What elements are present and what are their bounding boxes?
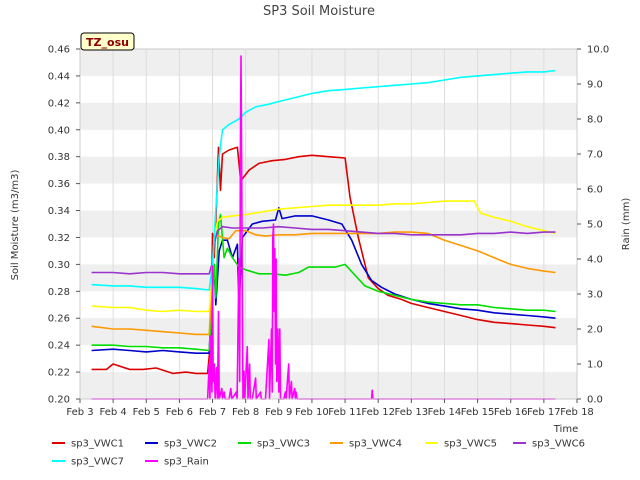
legend-item-sp3_VWC2: sp3_VWC2	[145, 439, 217, 450]
legend-label: sp3_VWC2	[164, 439, 217, 450]
legend-item-sp3_VWC4: sp3_VWC4	[330, 439, 402, 450]
legend-item-sp3_VWC7: sp3_VWC7	[52, 457, 124, 468]
site-badge: TZ_osu	[80, 32, 135, 51]
grid-band	[80, 102, 577, 130]
x-tick-label: Feb 9	[265, 407, 292, 418]
series-line-sp3_VWC5	[91, 200, 556, 313]
y-tick-label: 0.26	[48, 314, 70, 325]
legend: sp3_VWC1 sp3_VWC2 sp3_VWC3 sp3_VWC4 sp3_VWC5…	[52, 439, 585, 468]
y2-tick-label: 6.0	[587, 185, 603, 196]
legend-label: sp3_VWC6	[532, 439, 585, 450]
y-tick-label: 0.30	[48, 260, 70, 271]
legend-item-sp3_VWC6: sp3_VWC6	[513, 439, 585, 450]
x-tick-label: Feb 6	[166, 407, 193, 418]
y2-tick-label: 1.0	[587, 360, 603, 371]
legend-item-sp3_Rain: sp3_Rain	[145, 457, 209, 468]
x-tick-label: Feb 17	[527, 407, 561, 418]
y-tick-label: 0.38	[48, 152, 70, 163]
y2-tick-label: 0.0	[587, 395, 603, 406]
y-tick-label: 0.44	[48, 71, 70, 82]
x-tick-label: Feb 7	[199, 407, 226, 418]
y2-tick-label: 9.0	[587, 80, 603, 91]
legend-label: sp3_VWC4	[349, 439, 402, 450]
series-line-sp3_VWC3	[91, 213, 556, 352]
legend-label: sp3_VWC3	[257, 439, 310, 450]
legend-label: sp3_VWC7	[71, 457, 124, 468]
series-line-sp3_VWC2	[91, 207, 556, 354]
x-tick-label: Feb 11	[328, 407, 362, 418]
x-tick-label: Feb 4	[100, 407, 127, 418]
legend-label: sp3_Rain	[164, 457, 209, 468]
y-tick-label: 0.36	[48, 179, 70, 190]
x-tick-label: Feb 14	[428, 407, 462, 418]
legend-item-sp3_VWC1: sp3_VWC1	[52, 439, 124, 450]
x-axis-title: Time	[553, 424, 578, 435]
legend-item-sp3_VWC5: sp3_VWC5	[425, 439, 497, 450]
grid-band	[80, 156, 577, 184]
y2-axis-title: Rain (mm)	[621, 198, 632, 251]
y2-tick-label: 7.0	[587, 150, 603, 161]
x-tick-label: Feb 16	[494, 407, 528, 418]
y2-tick-label: 4.0	[587, 255, 603, 266]
x-tick-label: Feb 12	[361, 407, 395, 418]
grid-band	[80, 372, 577, 399]
series-line-sp3_VWC1	[91, 146, 556, 375]
series-line-sp3_VWC6	[91, 225, 556, 275]
y2-tick-label: 8.0	[587, 115, 603, 126]
y-tick-label: 0.22	[48, 368, 70, 379]
y-tick-label: 0.46	[48, 45, 70, 56]
legend-label: sp3_VWC5	[444, 439, 497, 450]
x-tick-label: Feb 10	[295, 407, 329, 418]
site-badge-label: TZ_osu	[86, 36, 129, 49]
grid-band	[80, 49, 577, 76]
y-tick-label: 0.32	[48, 233, 70, 244]
y-tick-label: 0.24	[48, 341, 70, 352]
legend-label: sp3_VWC1	[71, 439, 124, 450]
x-tick-label: Feb 13	[395, 407, 429, 418]
x-tick-label: Feb 18	[560, 407, 594, 418]
y-tick-label: 0.20	[48, 395, 70, 406]
series-line-sp3_VWC7	[91, 69, 556, 291]
y2-tick-label: 2.0	[587, 325, 603, 336]
series-line-sp3_VWC4	[91, 229, 556, 336]
y2-tick-label: 10.0	[587, 45, 609, 56]
y2-tick-label: 3.0	[587, 290, 603, 301]
y2-tick-label: 5.0	[587, 220, 603, 231]
x-tick-label: Feb 3	[66, 407, 93, 418]
x-tick-label: Feb 8	[232, 407, 259, 418]
axis-ticks: Feb 3 Feb 4 Feb 5 Feb 6 Feb 7 Feb 8 Feb 9 Feb 1…	[48, 45, 610, 419]
y-tick-label: 0.40	[48, 125, 70, 136]
chart-title: SP3 Soil Moisture	[263, 4, 375, 19]
y-tick-label: 0.42	[48, 98, 70, 109]
x-tick-label: Feb 5	[133, 407, 160, 418]
y-axis-title: Soil Moisture (m3/m3)	[10, 170, 21, 281]
x-tick-label: Feb 15	[461, 407, 495, 418]
y-tick-label: 0.34	[48, 206, 70, 217]
y-tick-label: 0.28	[48, 287, 70, 298]
legend-item-sp3_VWC3: sp3_VWC3	[238, 439, 310, 450]
